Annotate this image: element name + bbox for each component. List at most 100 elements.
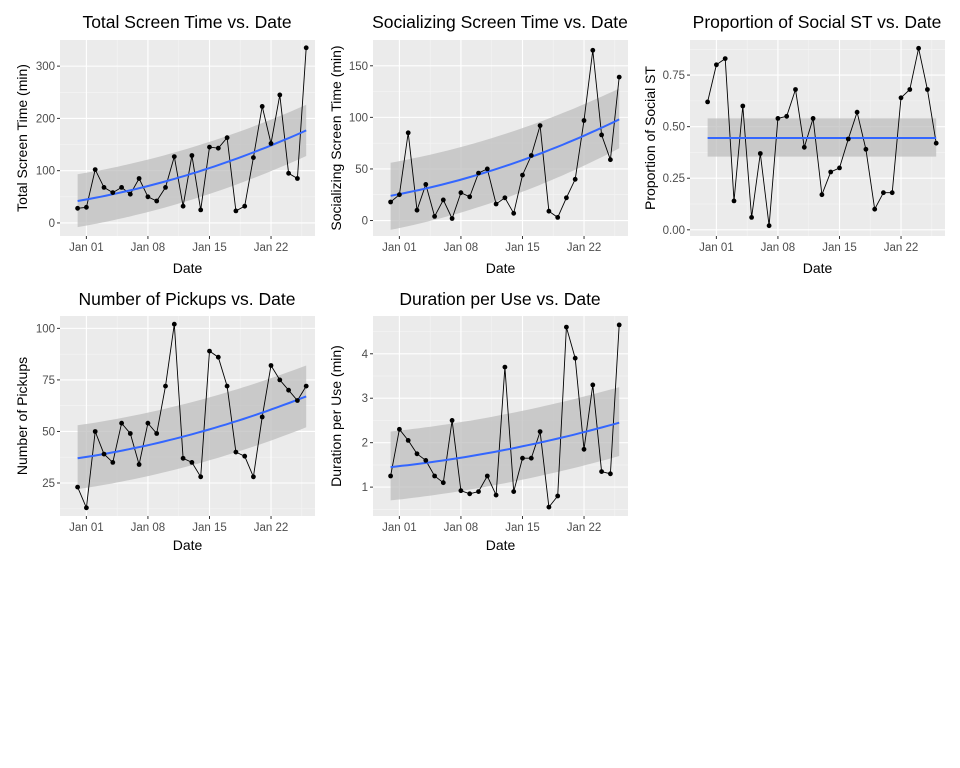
data-point: [749, 215, 754, 220]
y-tick-label: 100: [36, 323, 55, 335]
data-point: [303, 383, 309, 389]
data-point: [476, 489, 481, 494]
data-point: [233, 208, 239, 214]
chart-title: Duration per Use vs. Date: [399, 289, 600, 309]
x-tick-label: Jan 01: [69, 242, 104, 254]
chart-title: Socializing Screen Time vs. Date: [372, 12, 628, 32]
x-tick-label: Jan 15: [505, 522, 540, 534]
y-tick-label: 150: [349, 61, 368, 73]
x-tick-label: Jan 22: [567, 242, 602, 254]
data-point: [180, 203, 186, 209]
panel-1: 0 100 200 300 Jan 01 Jan 08 Jan 15 Jan 22 Total …: [14, 12, 315, 276]
data-point: [397, 192, 402, 198]
data-point: [163, 185, 168, 190]
data-point: [251, 155, 256, 161]
data-point: [171, 154, 177, 160]
data-point: [145, 194, 151, 200]
x-tick-label: Jan 15: [192, 242, 227, 254]
data-point: [599, 132, 604, 138]
data-point: [154, 198, 160, 204]
x-tick-label: Jan 08: [444, 522, 479, 534]
data-point: [458, 190, 464, 196]
data-point: [388, 199, 393, 205]
y-axis-label: Proportion of Social ST: [642, 66, 658, 210]
x-axis-label: Date: [486, 537, 516, 553]
data-point: [397, 426, 402, 432]
y-tick-label: 2: [362, 438, 368, 450]
data-point: [423, 182, 429, 187]
x-tick-label: Jan 08: [131, 522, 166, 534]
data-point: [493, 201, 499, 207]
data-point: [511, 489, 517, 494]
y-tick-label: 3: [362, 393, 368, 405]
data-point: [207, 144, 212, 150]
y-tick-label: 0.25: [663, 173, 685, 185]
data-point: [92, 429, 98, 434]
data-point: [145, 420, 151, 426]
data-point: [493, 492, 499, 498]
panel-5: 1 2 3 4 Jan 01 Jan 08 Jan 15 Jan 22 Duration per…: [328, 289, 628, 553]
data-point: [75, 484, 80, 490]
data-point: [458, 488, 464, 494]
data-point: [388, 473, 393, 479]
trend-line: [77, 395, 307, 460]
data-point: [889, 190, 895, 196]
data-point: [502, 195, 508, 201]
x-tick-label: Jan 08: [444, 242, 479, 254]
y-tick-label: 0.75: [663, 70, 685, 82]
data-point: [198, 207, 204, 213]
data-point: [295, 176, 300, 181]
data-point: [590, 382, 596, 388]
data-point: [92, 167, 98, 173]
data-point: [440, 480, 446, 486]
data-point: [414, 451, 420, 457]
data-point: [933, 140, 939, 146]
data-point: [616, 74, 622, 80]
data-point: [101, 451, 107, 457]
data-point: [224, 383, 230, 389]
x-tick-label: Jan 15: [822, 242, 857, 254]
data-point: [119, 185, 124, 190]
data-point: [766, 223, 772, 229]
data-point: [405, 130, 411, 136]
data-point: [555, 493, 561, 499]
data-point: [171, 321, 177, 327]
x-tick-label: Jan 01: [69, 522, 104, 534]
confidence-band: [77, 365, 307, 490]
x-tick-label: Jan 22: [884, 242, 919, 254]
data-point: [467, 194, 473, 200]
data-point: [828, 169, 834, 175]
data-point: [449, 216, 455, 221]
y-axis-label: Duration per Use (min): [328, 345, 344, 487]
data-point: [484, 166, 490, 172]
y-tick-label: 25: [42, 478, 55, 490]
data-point: [819, 192, 825, 198]
y-tick-label: 0: [362, 216, 368, 228]
data-point: [572, 355, 578, 361]
data-point: [303, 45, 309, 51]
data-point: [432, 473, 437, 479]
data-point: [467, 491, 473, 497]
y-tick-label: 50: [42, 426, 55, 438]
y-tick-label: 75: [42, 375, 55, 387]
y-axis-label: Total Screen Time (min): [14, 64, 30, 212]
data-point: [414, 207, 420, 213]
data-point: [581, 446, 587, 452]
data-point: [127, 191, 133, 197]
y-tick-label: 0.00: [663, 225, 685, 237]
x-tick-label: Jan 22: [254, 242, 289, 254]
data-point: [863, 146, 869, 152]
data-point: [520, 172, 525, 178]
data-point: [189, 460, 195, 465]
y-tick-label: 1: [362, 482, 368, 494]
data-point: [84, 204, 89, 210]
data-point: [528, 455, 534, 461]
x-tick-label: Jan 01: [699, 242, 734, 254]
data-point: [546, 208, 552, 214]
data-point: [916, 45, 921, 51]
panel-4: 25 50 75 100 Jan 01 Jan 08 Jan 15 Jan 22 Number …: [14, 289, 315, 553]
data-point: [110, 190, 116, 196]
data-point: [608, 471, 613, 477]
y-tick-label: 200: [36, 113, 55, 125]
